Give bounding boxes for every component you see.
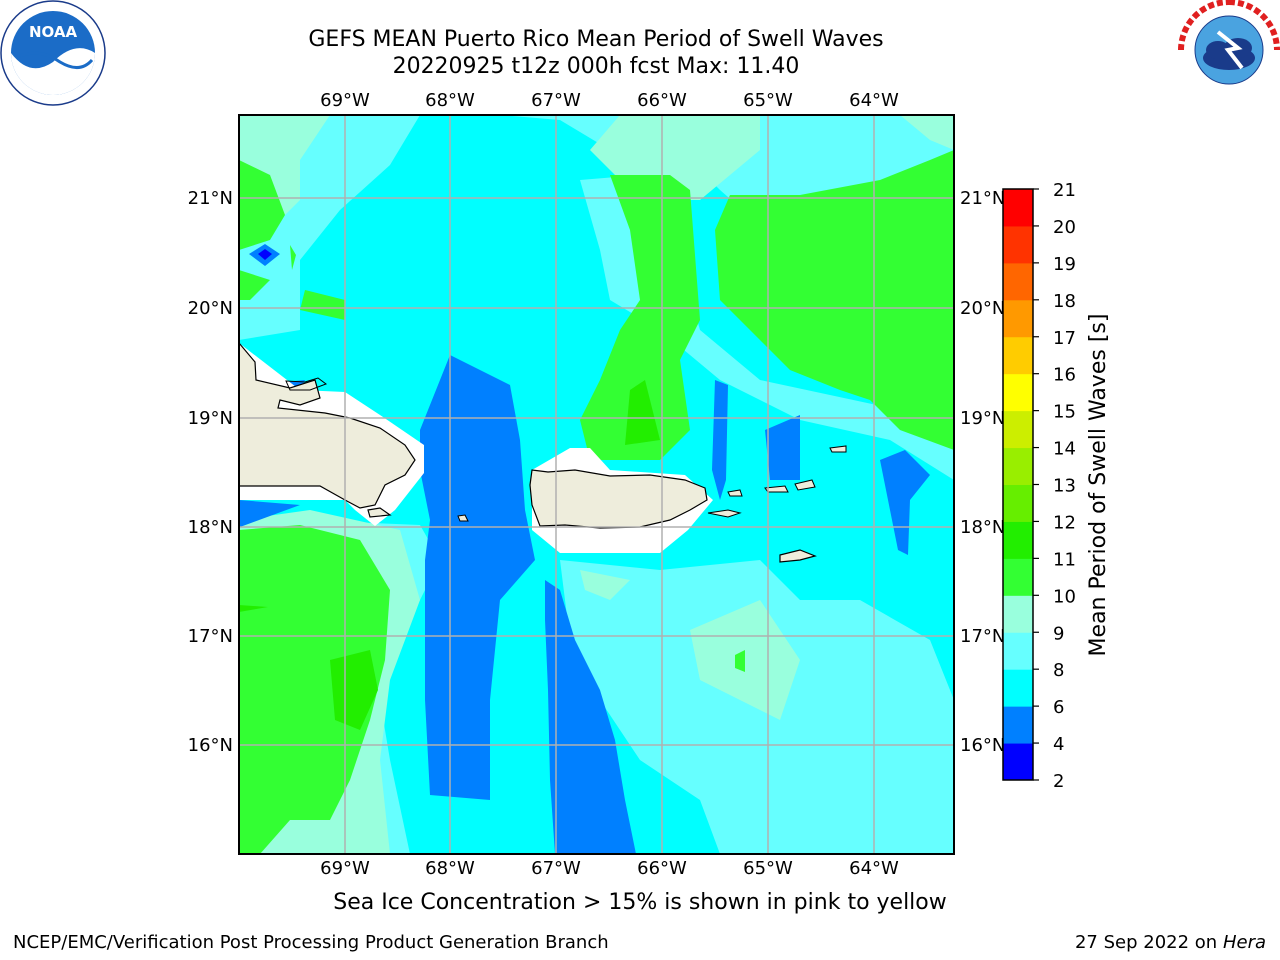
footer-host: Hera [1222,932,1266,953]
footer-date-text: 27 Sep 2022 on [1074,932,1218,953]
lon-tick-top: 64°W [849,90,899,111]
contour-4-6-mona-passage [420,355,535,800]
colorbar-tick-label: 18 [1053,291,1076,312]
colorbar-tick-label: 19 [1053,254,1076,275]
lat-tick-left: 19°N [188,408,233,429]
chart-subtitle-run: 20220925 t12z 000h fcst Max: 11.40 [392,54,800,79]
colorbar-segment [1003,558,1033,596]
lon-ticks-bottom: 69°W 68°W 67°W 66°W 65°W 64°W [320,858,899,879]
colorbar [1002,188,1034,781]
colorbar-tick-label: 21 [1053,180,1076,201]
lat-tick-left: 17°N [188,626,233,647]
lat-tick-right: 21°N [960,188,1005,209]
contour-4-6-south [545,580,636,854]
lon-tick-bottom: 67°W [531,858,581,879]
colorbar-tick-label: 4 [1053,734,1064,755]
lat-tick-right: 16°N [960,735,1005,756]
lon-tick-bottom: 64°W [849,858,899,879]
lat-tick-right: 20°N [960,298,1005,319]
lat-ticks-left: 21°N 20°N 19°N 18°N 17°N 16°N [188,188,233,756]
land-hispaniola [239,342,416,509]
colorbar-tick-label: 13 [1053,476,1076,497]
colorbar-tick-label: 10 [1053,586,1076,607]
colorbar-tick-label: 11 [1053,549,1076,570]
colorbar-segment [1003,743,1033,781]
lon-tick-bottom: 65°W [743,858,793,879]
lat-tick-left: 20°N [188,298,233,319]
colorbar-segment [1003,189,1033,227]
colorbar-segment [1003,225,1033,264]
lon-tick-top: 65°W [743,90,793,111]
colorbar-tick-label: 8 [1053,660,1064,681]
contour-10-11-west [239,525,390,854]
chart-title: GEFS MEAN Puerto Rico Mean Period of Swe… [308,27,884,52]
lon-tick-top: 66°W [637,90,687,111]
contour-10-11-center [580,175,700,460]
footer-date: 27 Sep 2022 on Hera [1075,932,1266,953]
lat-tick-right: 19°N [960,408,1005,429]
colorbar-segment [1003,262,1033,301]
colorbar-segment [1003,595,1033,633]
lon-tick-bottom: 66°W [637,858,687,879]
lon-tick-top: 69°W [320,90,370,111]
colorbar-label: Mean Period of Swell Waves [s] [1086,314,1111,657]
colorbar-segment [1003,484,1033,522]
colorbar-tick-label: 2 [1053,771,1064,792]
contour-10-11-east [715,150,954,450]
noaa-logo-text: NOAA [29,23,78,41]
colorbar-segment [1003,299,1033,338]
lon-tick-top: 67°W [531,90,581,111]
colorbar-tick-label: 9 [1053,623,1064,644]
lon-tick-bottom: 69°W [320,858,370,879]
colorbar-segment [1003,521,1033,559]
lat-tick-left: 21°N [188,188,233,209]
lon-ticks-top: 69°W 68°W 67°W 66°W 65°W 64°W [320,90,899,111]
colorbar-segment [1003,669,1033,707]
lon-tick-bottom: 68°W [425,858,475,879]
swell-period-field [239,115,954,854]
colorbar-tick-label: 14 [1053,439,1076,460]
colorbar-segment [1003,632,1033,670]
colorbar-segment [1003,336,1033,375]
colorbar-segment [1003,447,1033,485]
lat-tick-left: 16°N [188,735,233,756]
footer-credit: NCEP/EMC/Verification Post Processing Pr… [13,932,609,953]
colorbar-segment [1003,706,1033,744]
nws-logo [1178,0,1280,98]
lon-tick-top: 68°W [425,90,475,111]
colorbar-tick-label: 12 [1053,512,1076,533]
graticule [239,115,954,854]
colorbar-tick-label: 6 [1053,697,1064,718]
colorbar-segment [1003,410,1033,449]
map-frame [238,114,955,855]
colorbar-tick-label: 17 [1053,328,1076,349]
noaa-logo: NOAA [0,0,106,106]
lat-tick-left: 18°N [188,517,233,538]
colorbar-tick-label: 15 [1053,402,1076,423]
colorbar-ticks: 2 4 6 8 9 10 11 12 13 14 15 16 17 18 19 20 21 [1033,180,1076,792]
lat-ticks-right: 21°N 20°N 19°N 18°N 17°N 16°N [960,188,1005,756]
colorbar-tick-label: 16 [1053,365,1076,386]
sea-ice-note: Sea Ice Concentration > 15% is shown in … [333,890,947,915]
colorbar-tick-label: 20 [1053,217,1076,238]
lat-tick-right: 17°N [960,626,1005,647]
lat-tick-right: 18°N [960,517,1005,538]
colorbar-segment [1003,373,1033,412]
